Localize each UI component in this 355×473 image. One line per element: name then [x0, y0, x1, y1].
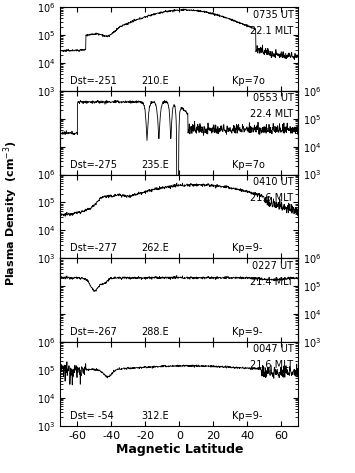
Text: 262.E: 262.E [142, 243, 169, 253]
Text: Kp=9-: Kp=9- [231, 327, 262, 337]
Text: Kp=9-: Kp=9- [231, 243, 262, 253]
Text: 21.6 MLT: 21.6 MLT [250, 193, 294, 203]
Text: 21.4 MLT: 21.4 MLT [250, 277, 294, 287]
Text: Kp=7o: Kp=7o [231, 76, 264, 86]
Text: 235.E: 235.E [142, 159, 169, 169]
Text: 0227 UT: 0227 UT [252, 261, 294, 271]
Text: Dst=-275: Dst=-275 [70, 159, 117, 169]
Text: Dst=-277: Dst=-277 [70, 243, 117, 253]
Text: 21.6 MLT: 21.6 MLT [250, 360, 294, 370]
Text: 22.1 MLT: 22.1 MLT [250, 26, 294, 35]
Text: Dst=-251: Dst=-251 [70, 76, 117, 86]
Text: Kp=7o: Kp=7o [231, 159, 264, 169]
Text: Dst= -54: Dst= -54 [70, 411, 114, 420]
Text: 312.E: 312.E [142, 411, 169, 420]
Text: Dst=-267: Dst=-267 [70, 327, 117, 337]
X-axis label: Magnetic Latitude: Magnetic Latitude [115, 443, 243, 456]
Text: 0553 UT: 0553 UT [252, 93, 294, 103]
Text: 22.4 MLT: 22.4 MLT [250, 109, 294, 119]
Text: 0410 UT: 0410 UT [253, 177, 294, 187]
Text: 0047 UT: 0047 UT [253, 344, 294, 354]
Text: Plasma Density  (cm$^{-3}$): Plasma Density (cm$^{-3}$) [1, 140, 20, 286]
Text: 210.E: 210.E [142, 76, 169, 86]
Text: Kp=9-: Kp=9- [231, 411, 262, 420]
Text: 0735 UT: 0735 UT [252, 9, 294, 19]
Text: 288.E: 288.E [142, 327, 169, 337]
